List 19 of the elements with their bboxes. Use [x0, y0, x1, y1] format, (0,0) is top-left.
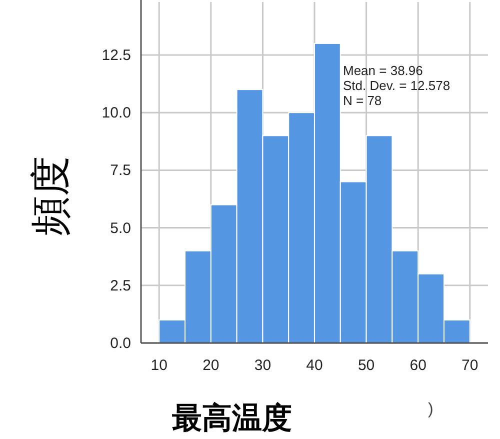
x-axis-title: 最高温度 [172, 401, 292, 436]
x-tick-label: 70 [462, 357, 478, 374]
text: ) [428, 401, 434, 418]
y-tick-label: 12.5 [102, 46, 131, 64]
annotation: Mean = 38.96 [343, 63, 423, 78]
annotation: Std. Dev. = 12.578 [343, 78, 450, 93]
x-tick-label: 40 [306, 357, 323, 374]
y-axis-title: 頻度 [28, 156, 74, 236]
y-tick-label: 0.0 [110, 335, 131, 352]
annotation: N = 78 [343, 93, 382, 108]
x-tick-label: 20 [202, 357, 220, 374]
x-tick-label: 10 [150, 357, 168, 374]
y-tick-label: 10.0 [102, 104, 131, 122]
y-tick-label: 2.5 [110, 277, 131, 294]
y-tick-label: 5.0 [110, 220, 131, 237]
y-tick-label: 7.5 [110, 162, 131, 180]
x-tick-label: 30 [254, 357, 272, 374]
x-tick-label: 60 [410, 357, 426, 374]
x-tick-label: 50 [358, 357, 375, 374]
